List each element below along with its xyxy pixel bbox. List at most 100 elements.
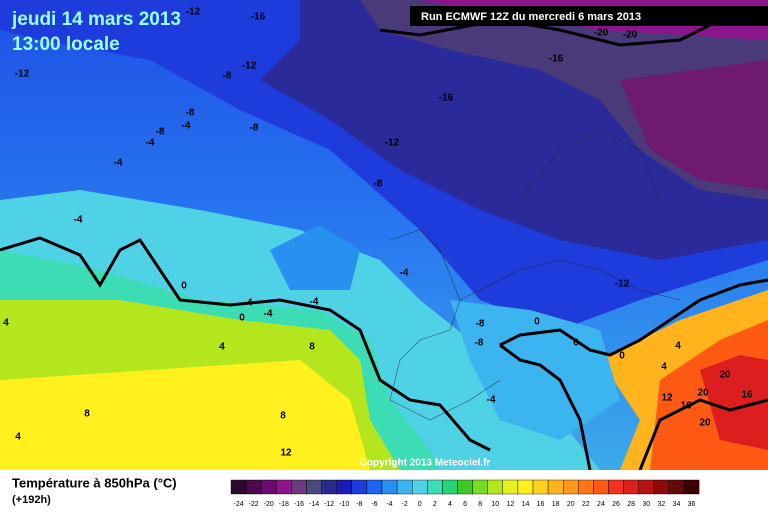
scale-label: 32	[657, 501, 665, 508]
contour-label: -4	[74, 215, 83, 226]
contour-label: -16	[439, 93, 454, 104]
scale-cell	[396, 479, 413, 495]
contour-label: -12	[242, 61, 257, 72]
scale-label: 24	[597, 501, 605, 508]
scale-cell	[472, 479, 488, 495]
forecast-time: 13:00 locale	[12, 34, 120, 55]
scale-label: 6	[463, 501, 467, 508]
legend-lead: (+192h)	[12, 494, 51, 506]
forecast-date: jeudi 14 mars 2013	[11, 9, 181, 30]
scale-cell	[638, 479, 655, 495]
contour-label: -4	[400, 268, 409, 279]
contour-label: -4	[114, 158, 123, 169]
scale-label: -22	[249, 501, 259, 508]
contour-labels: -12 -16-12 -8-12-16-16-20 -20-8-8-4-4-8-12-…	[3, 7, 753, 459]
contour-label: -8	[475, 338, 484, 349]
contour-label: -12	[615, 279, 630, 290]
scale-cell	[306, 479, 322, 495]
run-banner	[410, 6, 768, 26]
scale-label: -2	[402, 501, 408, 508]
scale-label: 30	[642, 501, 650, 508]
scale-cell	[412, 479, 428, 495]
copyright: Copyright 2013 Meteociel.fr	[360, 458, 491, 469]
contour-label: -12	[385, 138, 400, 149]
scale-label: 12	[506, 501, 514, 508]
contour-label: -4	[487, 395, 496, 406]
scale-label: 18	[552, 501, 560, 508]
scale-label: 34	[673, 501, 681, 508]
scale-label: 28	[627, 501, 635, 508]
scale-cell	[623, 479, 639, 495]
scale-cell	[442, 479, 458, 495]
scale-cell	[532, 479, 549, 495]
scale-cell	[593, 479, 609, 495]
contour-label: -12	[186, 7, 201, 18]
contour-label: -4	[264, 309, 273, 320]
scale-label: -18	[279, 501, 289, 508]
scale-label: -4	[386, 501, 392, 508]
scale-label: 8	[478, 501, 482, 508]
map-background	[0, 0, 768, 471]
scale-label: -24	[233, 501, 243, 508]
scale-cell	[366, 479, 383, 495]
contour-label: 4	[661, 362, 667, 373]
scale-label: -12	[324, 501, 334, 508]
scale-cell	[276, 479, 292, 495]
contour-label: -4	[244, 298, 253, 309]
scale-cell	[230, 479, 247, 495]
scale-label: 20	[567, 501, 575, 508]
scale-cell	[457, 479, 473, 495]
legend-title: Température à 850hPa (°C)	[12, 475, 177, 490]
contour-label: 4	[675, 341, 681, 352]
scale-label: 4	[448, 501, 452, 508]
scale-cell	[683, 479, 700, 495]
contour-label: 8	[309, 342, 315, 353]
scale-cell	[608, 479, 624, 495]
scale-cell	[351, 479, 368, 495]
contour-label: -16	[251, 12, 266, 23]
contour-label: 0	[573, 338, 579, 349]
contour-label: -12	[15, 69, 30, 80]
scale-cell	[517, 479, 534, 495]
contour-label: -4	[310, 297, 319, 308]
contour-label: 20	[699, 418, 711, 429]
contour-label: 0	[181, 281, 187, 292]
scale-label: 14	[522, 501, 530, 508]
scale-label: 26	[612, 501, 620, 508]
contour-label: 0	[619, 351, 625, 362]
scale-cell	[563, 479, 579, 495]
scale-cell	[487, 479, 504, 495]
scale-cell	[381, 479, 398, 495]
contour-label: 20	[697, 388, 709, 399]
contour-label: 20	[719, 370, 731, 381]
contour-label: 16	[680, 401, 692, 412]
scale-label: 2	[433, 501, 437, 508]
scale-label: 36	[688, 501, 696, 508]
contour-label: -20	[623, 30, 638, 41]
contour-label: -4	[182, 121, 191, 132]
scale-label: -16	[294, 501, 304, 508]
contour-label: 16	[741, 390, 753, 401]
scale-label: 10	[491, 501, 499, 508]
scale-cell	[321, 479, 337, 495]
scale-cell	[291, 479, 307, 495]
scale-label: -10	[339, 501, 349, 508]
contour-label: 4	[15, 432, 21, 443]
scale-cell	[668, 479, 685, 495]
contour-label: -8	[374, 179, 383, 190]
contour-label: -4	[146, 138, 155, 149]
scale-cell	[427, 479, 443, 495]
contour-label: -8	[186, 108, 195, 119]
contour-label: -8	[223, 71, 232, 82]
contour-label: 4	[3, 318, 9, 329]
scale-label: -20	[264, 501, 274, 508]
contour-label: 0	[239, 313, 245, 324]
scale-cell	[653, 479, 670, 495]
contour-label: -8	[250, 123, 259, 134]
contour-label: 8	[84, 409, 90, 420]
scale-cell	[547, 479, 564, 495]
scale-label: -6	[371, 501, 377, 508]
scale-label: 0	[418, 501, 422, 508]
contour-label: 12	[280, 448, 292, 459]
